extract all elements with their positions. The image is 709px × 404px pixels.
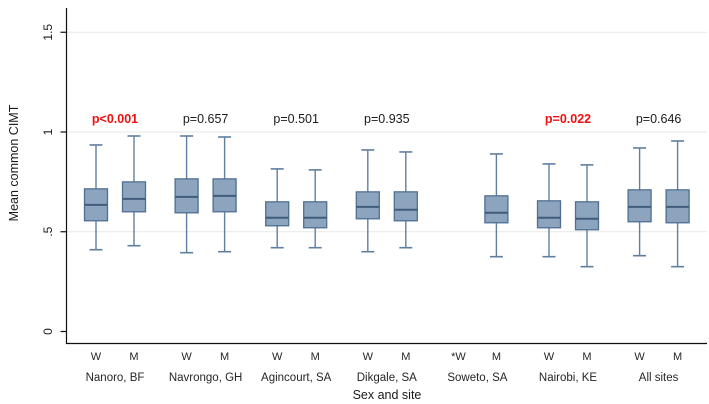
y-tick-label: 1.5 — [41, 24, 55, 41]
y-tick-label: .5 — [41, 226, 55, 236]
box-iqr — [393, 191, 418, 222]
sex-tick-label: M — [311, 351, 320, 363]
sex-tick-label: M — [492, 351, 501, 363]
site-tick-label: Soweto, SA — [447, 372, 507, 384]
box-iqr — [355, 191, 380, 220]
p-value-label: p=0.646 — [636, 112, 682, 126]
sex-tick-label: M — [220, 351, 229, 363]
sex-tick-label: M — [582, 351, 591, 363]
box-iqr — [484, 195, 509, 224]
plot-area: 0 .5 1 1.5 p<0.001 W M Nanoro, BF p=0.657 W M Navro… — [41, 8, 707, 384]
p-value-label: p=0.022 — [545, 112, 591, 126]
site-tick-label: Navrongo, GH — [169, 372, 243, 384]
sex-tick-label: W — [363, 351, 374, 363]
y-tick-label: 0 — [41, 328, 55, 335]
p-value-label: p=0.935 — [364, 112, 410, 126]
sex-tick-label: W — [544, 351, 555, 363]
sex-tick-label: W — [181, 351, 192, 363]
sex-tick-label: W — [634, 351, 645, 363]
sex-tick-label: M — [673, 351, 682, 363]
p-value-label: p=0.501 — [273, 112, 319, 126]
box-iqr — [121, 181, 147, 213]
box-iqr — [265, 201, 290, 227]
p-value-label: p<0.001 — [92, 112, 138, 126]
site-tick-label: All sites — [639, 372, 679, 384]
sex-tick-label: *W — [451, 351, 466, 363]
p-value-label: p=0.657 — [183, 112, 229, 126]
site-tick-label: Nairobi, KE — [539, 372, 597, 384]
y-axis-title: Mean common CIMT — [7, 104, 21, 221]
box-iqr — [574, 201, 600, 231]
site-tick-label: Dikgale, SA — [357, 372, 417, 384]
box-iqr — [536, 200, 562, 229]
box-iqr — [303, 201, 328, 229]
x-axis-title: Sex and site — [353, 388, 422, 402]
sex-tick-label: W — [272, 351, 283, 363]
site-tick-label: Nanoro, BF — [86, 372, 145, 384]
y-tick-label: 1 — [41, 128, 55, 135]
sex-tick-label: M — [129, 351, 138, 363]
sex-tick-label: M — [401, 351, 410, 363]
site-tick-label: Agincourt, SA — [261, 372, 332, 384]
sex-tick-label: W — [91, 351, 102, 363]
